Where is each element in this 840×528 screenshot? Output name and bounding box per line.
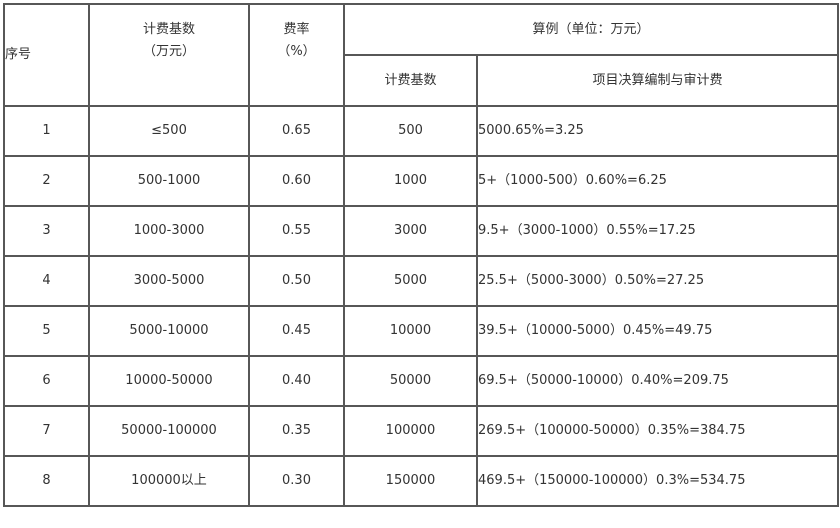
cell-calc: 69.5+（50000-10000）0.40%=209.75 (476, 355, 839, 407)
header-row: 序号 计费基数 （万元） 费率 （%） 算例（单位：万元） (3, 3, 839, 107)
cell-base: 50000 (343, 355, 478, 407)
cell-base: 10000 (343, 305, 478, 357)
cell-seq: 5 (3, 305, 90, 357)
cell-calc: 469.5+（150000-100000）0.3%=534.75 (476, 455, 839, 507)
cell-rate: 0.55 (248, 205, 345, 257)
cell-seq: 1 (3, 105, 90, 157)
cell-range: 50000-100000 (88, 405, 250, 457)
cell-calc: 269.5+（100000-50000）0.35%=384.75 (476, 405, 839, 457)
table-row: 3 1000-3000 0.55 3000 9.5+（3000-1000）0.55%=1… (3, 205, 839, 257)
cell-range: 3000-5000 (88, 255, 250, 307)
table-row: 8 100000以上 0.30 150000 469.5+（150000-100000）… (3, 455, 839, 507)
cell-seq: 7 (3, 405, 90, 457)
cell-range: 10000-50000 (88, 355, 250, 407)
cell-seq: 4 (3, 255, 90, 307)
table-row: 4 3000-5000 0.50 5000 25.5+（5000-3000）0.50%=… (3, 255, 839, 307)
cell-calc: 9.5+（3000-1000）0.55%=17.25 (476, 205, 839, 257)
header-base-line2: （万元） (142, 44, 195, 59)
cell-rate: 0.30 (248, 455, 345, 507)
header-rate-line2: （%） (277, 44, 316, 59)
header-base-line1: 计费基数 (142, 22, 195, 37)
cell-rate: 0.35 (248, 405, 345, 457)
table-row: 7 50000-100000 0.35 100000 269.5+（100000-500… (3, 405, 839, 457)
cell-calc: 39.5+（10000-5000）0.45%=49.75 (476, 305, 839, 357)
cell-range: 100000以上 (88, 455, 250, 507)
cell-rate: 0.65 (248, 105, 345, 157)
table-row: 2 500-1000 0.60 1000 5+（1000-500）0.60%=6.25 (3, 155, 839, 207)
header-base: 计费基数 （万元） (88, 3, 250, 107)
table-row: 5 5000-10000 0.45 10000 39.5+（10000-5000）0.4… (3, 305, 839, 357)
cell-calc: 5+（1000-500）0.60%=6.25 (476, 155, 839, 207)
cell-seq: 3 (3, 205, 90, 257)
cell-calc: 25.5+（5000-3000）0.50%=27.25 (476, 255, 839, 307)
cell-base: 5000 (343, 255, 478, 307)
table-row: 1 ≤500 0.65 500 5000.65%=3.25 (3, 105, 839, 157)
table-row: 6 10000-50000 0.40 50000 69.5+（50000-10000）0… (3, 355, 839, 407)
cell-base: 500 (343, 105, 478, 157)
header-rate: 费率 （%） (248, 3, 345, 107)
cell-seq: 8 (3, 455, 90, 507)
cell-range: 1000-3000 (88, 205, 250, 257)
cell-base: 1000 (343, 155, 478, 207)
cell-rate: 0.45 (248, 305, 345, 357)
header-rate-line1: 费率 (283, 22, 310, 37)
subheader-row: 计费基数 项目决算编制与审计费 (4, 54, 839, 107)
header-seq: 序号 (3, 3, 90, 107)
cell-base: 3000 (343, 205, 478, 257)
cell-rate: 0.40 (248, 355, 345, 407)
cell-range: ≤500 (88, 105, 250, 157)
cell-range: 500-1000 (88, 155, 250, 207)
cell-calc: 5000.65%=3.25 (476, 105, 839, 157)
header-example: 算例（单位：万元） (343, 3, 839, 56)
cell-base: 150000 (343, 455, 478, 507)
cell-range: 5000-10000 (88, 305, 250, 357)
cell-base: 100000 (343, 405, 478, 457)
cell-rate: 0.60 (248, 155, 345, 207)
header-example-fee: 项目决算编制与审计费 (476, 54, 839, 107)
fee-table: 序号 计费基数 （万元） 费率 （%） 算例（单位：万元） 计费基数 项目决算编… (3, 3, 839, 507)
cell-rate: 0.50 (248, 255, 345, 307)
cell-seq: 2 (3, 155, 90, 207)
cell-seq: 6 (3, 355, 90, 407)
header-example-base: 计费基数 (343, 54, 478, 107)
